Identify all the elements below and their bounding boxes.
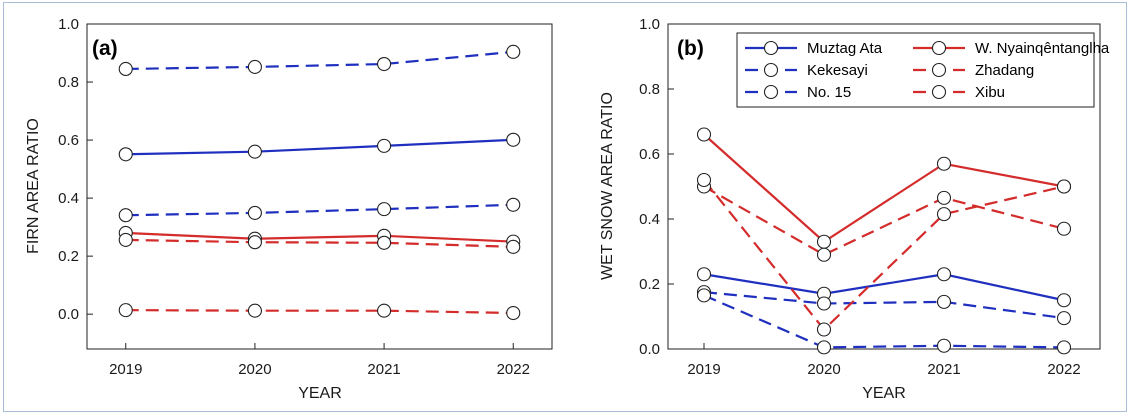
y-tick-label: 0.6 (58, 132, 79, 149)
data-point (506, 239, 521, 254)
data-point (247, 144, 262, 159)
y-tick-label: 1.0 (58, 16, 79, 33)
data-point (696, 172, 712, 188)
data-point (118, 61, 133, 77)
data-point (696, 267, 712, 282)
data-point (247, 59, 262, 74)
series-line (703, 291, 1065, 320)
series-line (125, 238, 514, 248)
data-point (377, 235, 392, 250)
panel-a-series (118, 44, 521, 321)
panel-b-legend: Muztag Ata Kekesayi No. 15 W. Nyainqêntangl… (736, 32, 1110, 108)
data-point (1056, 311, 1072, 326)
legend-swatch-marker (763, 84, 779, 100)
series-line (703, 294, 1065, 349)
data-point (696, 127, 712, 142)
x-tick-label: 2019 (687, 361, 720, 378)
series-line (125, 50, 514, 71)
y-tick-label: 1.0 (639, 16, 660, 33)
data-point (118, 147, 133, 162)
data-point (506, 132, 521, 147)
legend-entry-label: W. Nyainqêntanglha (975, 40, 1110, 57)
legend-entry-label: Zhadang (975, 62, 1034, 79)
legend-entry-label: Xibu (975, 84, 1005, 101)
data-point (936, 294, 952, 309)
data-point (506, 305, 521, 321)
x-tick-label: 2021 (927, 361, 960, 378)
x-tick-label: 2022 (497, 361, 530, 378)
data-point (696, 288, 712, 303)
y-tick-label: 0.0 (639, 341, 660, 358)
legend-entry-label: No. 15 (807, 84, 851, 101)
data-point (936, 156, 952, 171)
series-line (125, 309, 514, 315)
data-point (377, 202, 392, 217)
data-point (1056, 293, 1072, 308)
data-point (377, 138, 392, 153)
panel-a-y-axis-label: FIRN AREA RATIO (25, 118, 42, 254)
panel-b: (b) YEAR WET SNOW AREA RATIO 0.00.20.40.… (599, 16, 1110, 402)
y-tick-label: 0.6 (639, 146, 660, 163)
data-point (816, 247, 832, 262)
data-point (936, 267, 952, 282)
x-tick-label: 2019 (109, 361, 142, 378)
panel-b-axes-box (667, 23, 1101, 350)
panel-b-series (696, 127, 1072, 355)
data-point (936, 338, 952, 353)
data-point (118, 232, 133, 247)
legend-swatch-marker (931, 40, 947, 56)
series-line (703, 185, 1065, 256)
x-tick-label: 2021 (367, 361, 400, 378)
panel-b-label: (b) (677, 37, 704, 60)
data-point (118, 208, 133, 223)
y-tick-label: 0.4 (639, 211, 660, 228)
data-point (816, 296, 832, 311)
panel-b-y-axis-label: WET SNOW AREA RATIO (599, 92, 616, 280)
y-tick-label: 0.2 (58, 248, 79, 265)
x-tick-label: 2020 (807, 361, 840, 378)
data-point (506, 197, 521, 212)
data-point (1056, 221, 1072, 236)
data-point (377, 56, 392, 72)
data-point (247, 205, 262, 220)
legend-swatch-marker (931, 62, 947, 78)
y-tick-label: 0.8 (639, 81, 660, 98)
legend-entry-label: Kekesayi (807, 62, 868, 79)
x-tick-label: 2022 (1047, 361, 1080, 378)
legend-swatch-marker (931, 84, 947, 100)
data-point (816, 322, 832, 337)
data-point (936, 207, 952, 222)
y-tick-label: 0.0 (58, 306, 79, 323)
y-tick-label: 0.2 (639, 276, 660, 293)
legend-entry-label: Muztag Ata (807, 40, 883, 57)
y-tick-label: 0.8 (58, 74, 79, 91)
data-point (936, 190, 952, 205)
data-point (247, 235, 262, 250)
series-line (703, 133, 1065, 244)
data-point (816, 340, 832, 355)
panel-a-axes-box (86, 23, 553, 350)
panel-b-ticks: 0.0 0.2 0.4 0.6 0.8 1.0 2019 2020 2021 2022 (639, 16, 1081, 378)
y-tick-label: 0.4 (58, 190, 79, 207)
data-point (247, 303, 262, 318)
legend-swatch-marker (763, 62, 779, 78)
panel-a-ticks: 0.0 0.2 0.4 0.6 0.8 1.0 2019 2020 2021 2022 (58, 16, 530, 378)
panel-a: (a) YEAR FIRN AREA RATIO 0.0 0.2 0.4 0.6 0.8… (25, 16, 553, 402)
data-point (816, 234, 832, 249)
legend-swatch-marker (763, 40, 779, 56)
series-line (125, 203, 514, 217)
data-point (1056, 340, 1072, 355)
panel-a-x-axis-label: YEAR (298, 385, 342, 402)
x-tick-label: 2020 (238, 361, 271, 378)
series-line (125, 231, 514, 243)
series-line (125, 138, 514, 156)
data-point (506, 44, 521, 59)
data-point (118, 303, 133, 318)
series-line (703, 273, 1065, 302)
panel-a-label: (a) (92, 37, 118, 60)
data-point (1056, 179, 1072, 194)
data-point (377, 303, 392, 318)
panel-b-x-axis-label: YEAR (862, 385, 906, 402)
